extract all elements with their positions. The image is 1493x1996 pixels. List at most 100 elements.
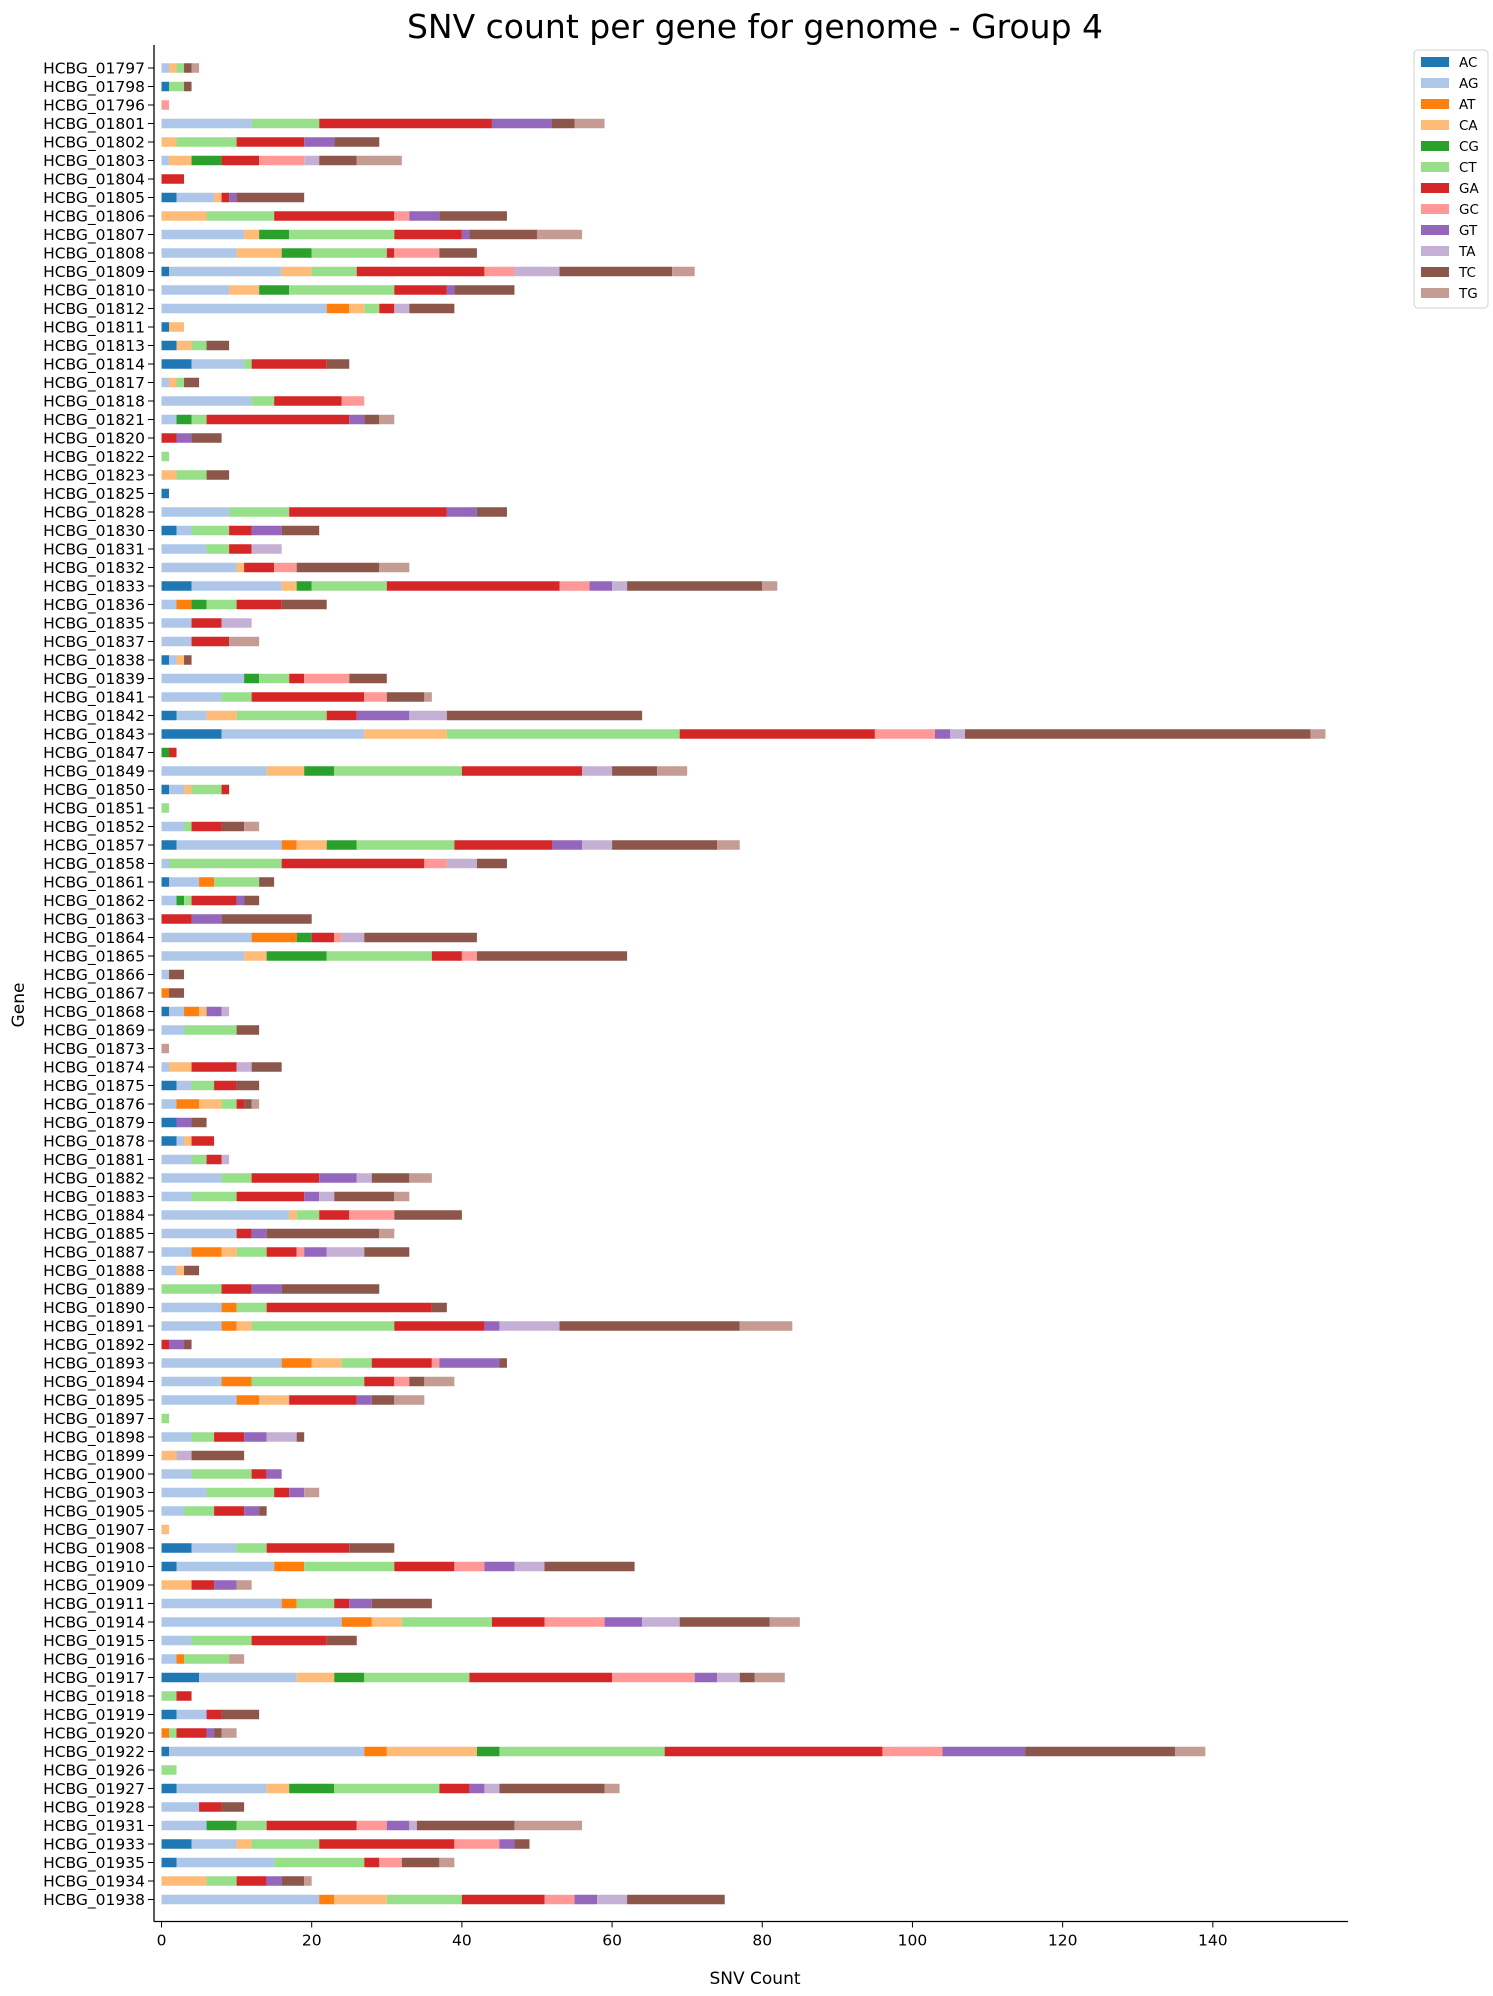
bar-segment-at-hcbg_01890 [221,1302,237,1313]
bar-segment-ga-hcbg_01820 [161,433,177,443]
bar-segment-ta-hcbg_01864 [341,932,365,943]
bar-segment-gc-hcbg_01894 [394,1376,410,1387]
y-tick-label: HCBG_01835 [43,615,145,634]
bar-segment-tg-hcbg_01873 [161,1043,170,1054]
bar-segment-ag-hcbg_01836 [161,599,177,610]
bar-segment-gt-hcbg_01892 [169,1339,185,1350]
bar-segment-ca-hcbg_01865 [244,951,267,961]
bar-segment-ca-hcbg_01917 [296,1672,335,1683]
bar-segment-ct-hcbg_01801 [251,118,320,129]
bar-segment-ca-hcbg_01878 [184,1136,192,1146]
bar-segment-ag-hcbg_01908 [191,1543,237,1553]
bar-segment-tc-hcbg_01894 [409,1376,425,1387]
bar-segment-ga-hcbg_01812 [379,303,395,314]
bar-segment-ta-hcbg_01849 [582,766,613,776]
bar-segment-tc-hcbg_01887 [364,1247,410,1257]
bar-segment-ca-hcbg_01817 [169,377,177,388]
bar-segment-ag-hcbg_01857 [176,840,282,850]
bar-segment-ga-hcbg_01914 [491,1617,545,1627]
y-tick-label: HCBG_01914 [43,1614,145,1633]
y-tick-label: HCBG_01926 [43,1762,145,1781]
bar-segment-gc-hcbg_01832 [274,562,297,573]
bar-segment-tc-hcbg_01866 [169,969,185,980]
bar-segment-at-hcbg_01836 [176,599,192,610]
bar-segment-ga-hcbg_01802 [236,137,305,147]
bar-segment-tg-hcbg_01797 [191,63,200,73]
bar-segment-ag-hcbg_01915 [161,1635,192,1646]
y-tick-label: HCBG_01903 [43,1484,145,1503]
bar-segment-ag-hcbg_01883 [161,1191,192,1202]
y-tick-label: HCBG_01812 [43,300,145,319]
bar-segment-ct-hcbg_01828 [229,507,290,517]
y-tick-label: HCBG_01811 [43,319,145,338]
bar-segment-ct-hcbg_01938 [386,1894,462,1905]
bar-segment-ta-hcbg_01898 [266,1432,297,1442]
y-tick-label: HCBG_01887 [43,1244,145,1263]
bar-segment-ct-hcbg_01818 [251,396,275,406]
bar-segment-ag-hcbg_01927 [176,1783,267,1794]
bar-segment-gc-hcbg_01910 [454,1561,485,1572]
bar-segment-ga-hcbg_01891 [394,1321,485,1331]
y-tick-label: HCBG_01797 [43,60,145,79]
bar-segment-tc-hcbg_01798 [184,81,192,92]
bar-segment-ca-hcbg_01884 [289,1210,297,1220]
bar-segment-ct-hcbg_01884 [296,1210,320,1220]
y-tick-label: HCBG_01879 [43,1114,145,1133]
bar-segment-gc-hcbg_01843 [874,729,935,739]
bar-segment-tc-hcbg_01832 [296,562,380,573]
bar-segment-ta-hcbg_01868 [221,1006,230,1017]
bar-segment-ag-hcbg_01807 [161,229,245,240]
bar-segment-ta-hcbg_01910 [514,1561,545,1572]
bar-segment-tc-hcbg_01869 [236,1025,260,1035]
bar-segment-tc-hcbg_01839 [349,673,387,684]
bar-segment-at-hcbg_01876 [176,1099,200,1109]
bar-segment-ac-hcbg_01919 [161,1709,177,1720]
bar-segment-at-hcbg_01894 [221,1376,252,1387]
bar-segment-ca-hcbg_01809 [281,266,312,277]
bar-segment-cg-hcbg_01803 [191,155,222,166]
bar-segment-ct-hcbg_01935 [274,1857,365,1868]
bar-segment-at-hcbg_01920 [161,1728,170,1738]
bar-segment-gt-hcbg_01900 [266,1469,282,1479]
bar-segment-gc-hcbg_01931 [356,1820,387,1831]
y-tick-label: HCBG_01905 [43,1503,145,1522]
bar-segment-ga-hcbg_01833 [386,581,560,591]
x-tick-label: 0 [157,1932,167,1950]
bar-segment-gt-hcbg_01843 [934,729,950,739]
bar-segment-ct-hcbg_01887 [236,1247,267,1257]
bar-segment-tc-hcbg_01806 [439,211,507,221]
bar-segment-ga-hcbg_01842 [326,710,357,721]
bar-segment-ga-hcbg_01919 [206,1709,222,1720]
bar-segment-gt-hcbg_01810 [446,285,455,295]
bar-segment-gt-hcbg_01898 [244,1432,267,1442]
bar-segment-tc-hcbg_01813 [206,340,230,351]
bar-segment-ga-hcbg_01889 [221,1284,252,1294]
bar-segment-tc-hcbg_01922 [1025,1746,1176,1757]
y-tick-label: HCBG_01907 [43,1521,145,1540]
bar-segment-ct-hcbg_01822 [161,451,170,462]
bar-segment-ac-hcbg_01910 [161,1561,177,1572]
bar-segment-ct-hcbg_01897 [161,1413,170,1424]
y-tick-label: HCBG_01839 [43,670,145,689]
bar-segment-gt-hcbg_01857 [552,840,583,850]
bar-segment-ct-hcbg_01881 [191,1154,207,1165]
x-tick-label: 100 [898,1932,928,1950]
legend-label-at: AT [1459,97,1476,113]
y-tick-label: HCBG_01828 [43,504,145,523]
legend-swatch-ag [1421,78,1449,88]
y-tick-label: HCBG_01866 [43,966,145,985]
bar-segment-tc-hcbg_01928 [221,1802,245,1812]
y-tick-label: HCBG_01831 [43,541,145,560]
bar-segment-tc-hcbg_01893 [499,1358,507,1368]
bar-segment-gc-hcbg_01864 [334,932,342,943]
y-tick-label: HCBG_01837 [43,633,145,652]
legend-label-gc: GC [1459,202,1479,218]
bar-segment-tg-hcbg_01857 [717,840,740,850]
legend-swatch-gt [1421,225,1449,235]
bar-segment-tc-hcbg_01931 [416,1820,515,1831]
bar-segment-tc-hcbg_01874 [251,1062,282,1072]
bar-segment-ca-hcbg_01833 [281,581,297,591]
y-tick-label: HCBG_01804 [43,171,145,190]
bar-segment-gc-hcbg_01806 [394,211,410,221]
y-tick-label: HCBG_01806 [43,208,145,227]
